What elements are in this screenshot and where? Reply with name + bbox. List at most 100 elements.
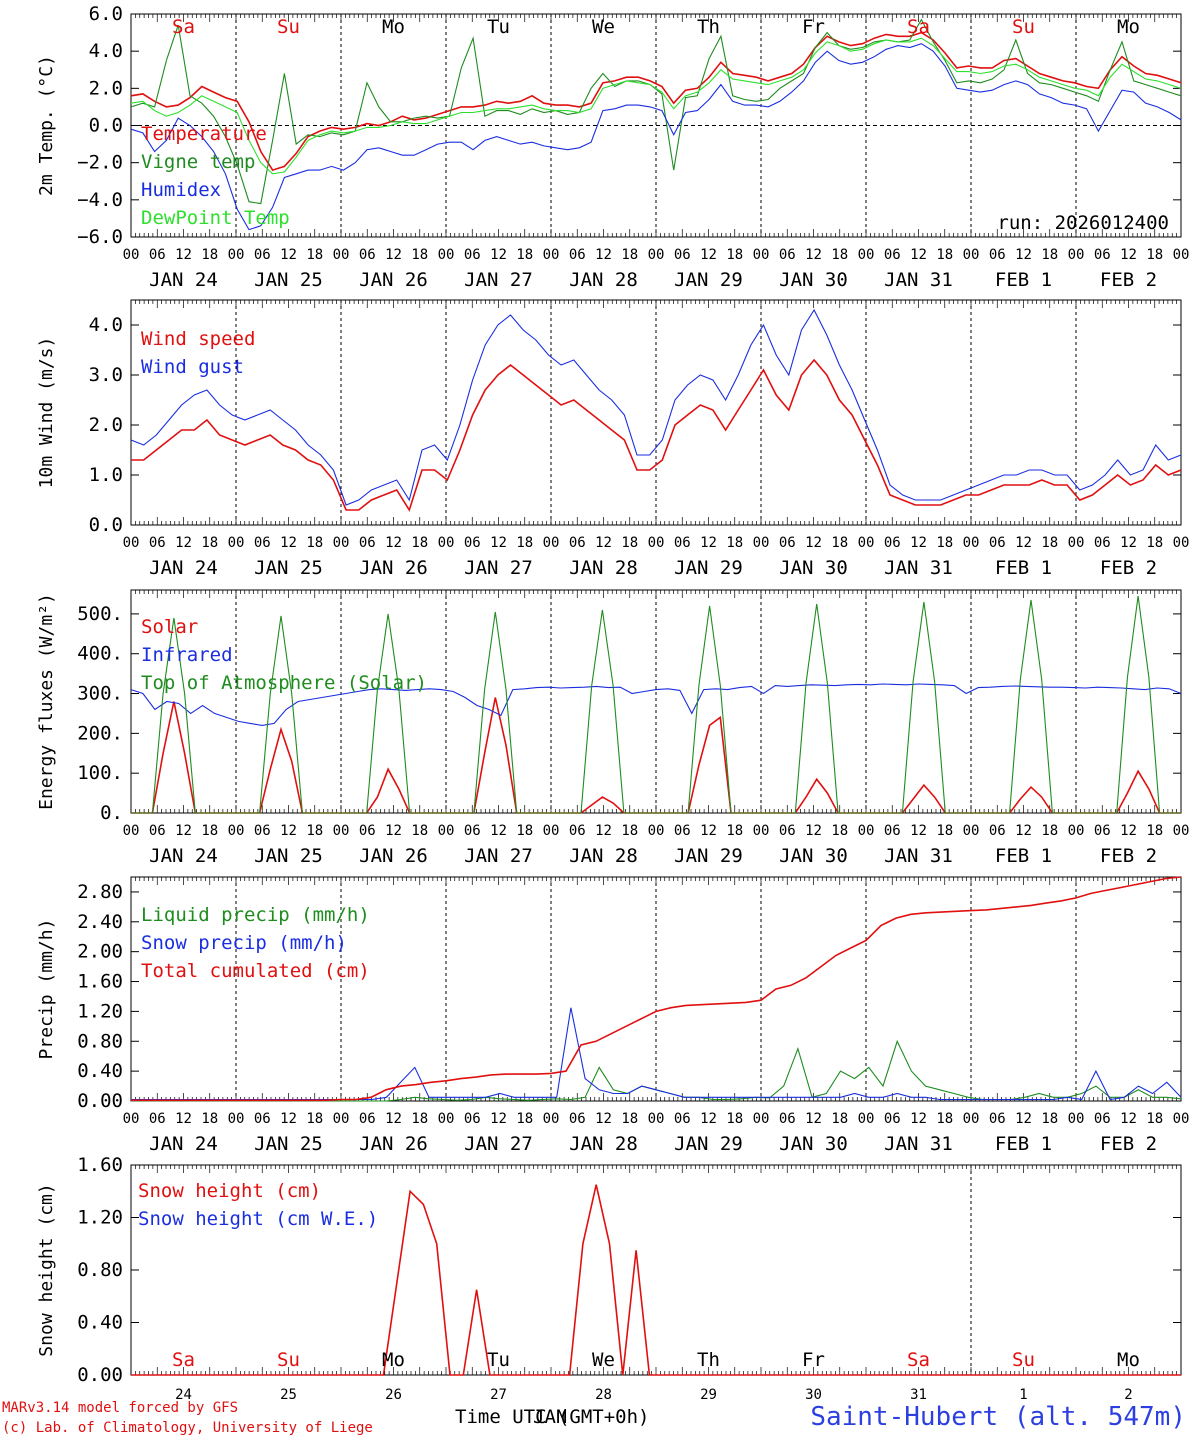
hour-label: 00 [228,1111,245,1127]
hour-label: 12 [175,247,192,263]
hour-label: 00 [648,247,665,263]
legend-entry: Liquid precip (mm/h) [141,904,370,926]
hour-label: 00 [123,823,140,839]
weekday-label: We [592,1349,615,1371]
hour-label: 00 [1068,535,1085,551]
date-label: JAN 24 [149,845,218,867]
date-label: JAN 26 [359,1133,428,1155]
series-line [130,43,1182,231]
lab-credit: (c) Lab. of Climatology, University of L… [2,1420,373,1436]
hour-label: 00 [963,1111,980,1127]
hour-label: 18 [621,535,638,551]
date-label: JAN 25 [254,557,323,579]
weekday-label: We [592,16,615,38]
date-label: JAN 27 [464,845,533,867]
hour-label: 06 [359,1111,376,1127]
weekday-label: Sa [172,1349,195,1371]
date-label: JAN 27 [464,269,533,291]
hour-label: 00 [228,823,245,839]
hour-label: 00 [1173,247,1190,263]
hour-label: 12 [490,823,507,839]
hour-label: 06 [884,535,901,551]
series-line [131,876,1182,1102]
hour-label: 00 [1173,535,1190,551]
hour-label: 18 [831,247,848,263]
date-label: JAN 30 [779,1133,848,1155]
date-label: JAN 27 [464,557,533,579]
series-line [130,37,1182,175]
hour-label: 06 [1094,247,1111,263]
hour-label: 18 [621,247,638,263]
weekday-label: Tu [487,1349,510,1371]
date-label: JAN 29 [674,1133,743,1155]
hour-label: 18 [1146,823,1163,839]
hour-label: 12 [175,1111,192,1127]
hour-label: 12 [595,247,612,263]
hour-label: 06 [779,823,796,839]
hour-label: 18 [306,247,323,263]
series-line [130,31,1182,172]
hour-label: 00 [228,247,245,263]
y-tick-label: 0.00 [77,1090,123,1112]
day-number-label: 25 [280,1387,297,1403]
hour-label: 12 [385,247,402,263]
hour-label: 00 [333,1111,350,1127]
hour-label: 06 [464,823,481,839]
hour-label: 12 [1015,535,1032,551]
hour-label: 12 [1120,535,1137,551]
y-tick-label: 1.0 [89,464,123,486]
hour-label: 06 [464,247,481,263]
hour-label: 12 [910,535,927,551]
hour-label: 00 [123,535,140,551]
hour-label: 06 [674,1111,691,1127]
series-line [130,308,1182,506]
weekday-label: Sa [907,1349,930,1371]
hour-label: 18 [516,247,533,263]
hour-label: 06 [989,535,1006,551]
y-tick-label: −4.0 [77,189,123,211]
hour-label: 18 [306,535,323,551]
weekday-label: Su [1012,16,1035,38]
hour-label: 12 [280,823,297,839]
day-number-label: 29 [700,1387,717,1403]
legend-entry: Solar [141,616,198,638]
date-label: JAN 30 [779,845,848,867]
station-name: Saint-Hubert (alt. 547m) [810,1402,1186,1432]
hour-label: 06 [254,247,271,263]
hour-label: 00 [228,535,245,551]
hour-label: 00 [753,247,770,263]
date-label: JAN 24 [149,557,218,579]
hour-label: 00 [963,823,980,839]
legend-entry: Vigne temp [141,151,255,173]
hour-label: 12 [490,247,507,263]
hour-label: 18 [1146,535,1163,551]
weekday-label: Su [1012,1349,1035,1371]
hour-label: 00 [1173,1111,1190,1127]
hour-label: 12 [700,1111,717,1127]
date-label: JAN 26 [359,557,428,579]
hour-label: 06 [674,823,691,839]
hour-label: 18 [936,535,953,551]
legend-entry: Top of Atmosphere (Solar) [141,672,427,694]
y-tick-label: 1.60 [77,1154,123,1176]
hour-label: 12 [385,535,402,551]
hour-label: 18 [1041,823,1058,839]
hour-label: 06 [989,1111,1006,1127]
hour-label: 00 [333,823,350,839]
hour-label: 00 [1068,247,1085,263]
hour-label: 06 [569,247,586,263]
date-label: JAN 24 [149,269,218,291]
time-axis-label: Time UTC (GMT+0h) JAN [455,1406,649,1428]
hour-label: 18 [726,1111,743,1127]
weekday-label: Tu [487,16,510,38]
hour-label: 06 [359,247,376,263]
series-line [130,18,1182,205]
y-tick-label: 0.40 [77,1312,123,1334]
hour-label: 18 [936,1111,953,1127]
hour-label: 00 [1068,823,1085,839]
y-tick-label: 1.20 [77,1000,123,1022]
hour-label: 18 [1041,1111,1058,1127]
date-label: JAN 27 [464,1133,533,1155]
hour-label: 12 [490,1111,507,1127]
date-label: JAN 30 [779,557,848,579]
